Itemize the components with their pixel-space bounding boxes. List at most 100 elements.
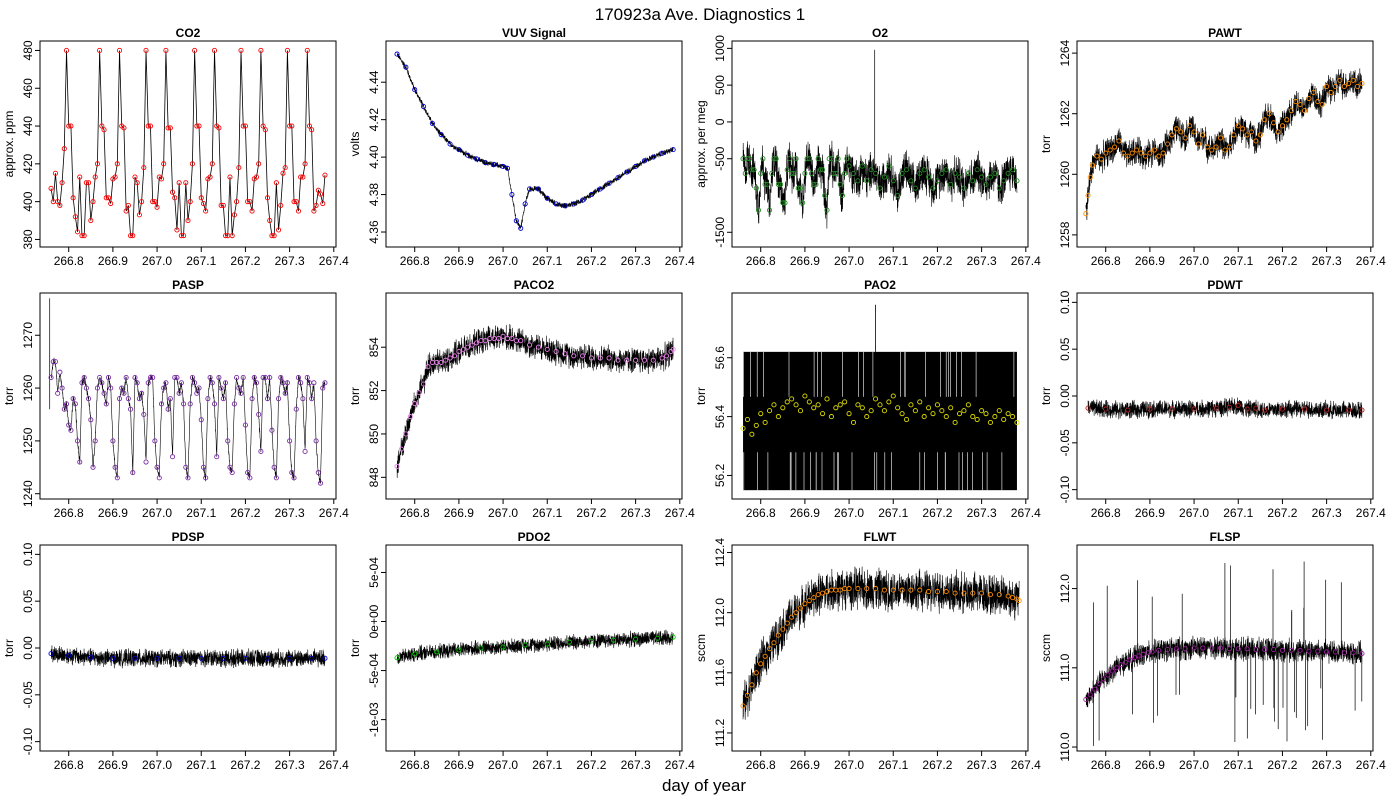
y-tick-label-vuv-signal: 4.44 xyxy=(367,70,381,94)
data-point-paco2 xyxy=(460,346,466,352)
data-point-co2 xyxy=(185,217,191,224)
data-point-pasp xyxy=(242,422,248,428)
data-point-pdo2 xyxy=(588,638,594,644)
data-point-pawt xyxy=(1083,211,1089,217)
data-point-vuv-signal xyxy=(482,160,488,166)
x-tick-label-pdo2: 266.8 xyxy=(400,758,430,772)
data-point-co2 xyxy=(291,199,297,205)
data-point-o2 xyxy=(833,170,839,176)
data-point-pao2 xyxy=(775,414,781,420)
data-point-vuv-signal xyxy=(420,104,427,110)
data-point-vuv-signal xyxy=(456,147,462,153)
data-point-co2 xyxy=(90,199,96,205)
y-tick-label-o2: -500 xyxy=(713,146,727,170)
data-point-pasp xyxy=(317,480,324,486)
data-point-o2 xyxy=(934,178,940,184)
data-point-flwt xyxy=(820,590,826,596)
data-point-o2 xyxy=(811,181,817,188)
data-point-co2 xyxy=(238,47,244,54)
y-axis-label-paco2: torr xyxy=(348,387,362,405)
data-point-pasp xyxy=(260,374,266,381)
data-point-co2 xyxy=(79,233,85,239)
plot-frame-co2 xyxy=(39,40,337,248)
x-tick-label-pawt: 267.2 xyxy=(1267,254,1297,268)
data-point-co2 xyxy=(209,161,215,167)
plot-area-co2 xyxy=(48,47,328,239)
data-point-co2 xyxy=(136,212,142,218)
data-point-pdwt xyxy=(1125,407,1131,413)
data-point-flwt xyxy=(775,632,781,638)
data-point-o2 xyxy=(908,178,914,184)
y-axis-label-pdwt: torr xyxy=(1039,387,1053,405)
data-point-vuv-signal xyxy=(580,197,586,203)
data-point-co2 xyxy=(302,161,308,167)
data-point-co2 xyxy=(165,125,171,131)
plot-frame-pao2 xyxy=(731,292,1029,500)
x-tick-label-pawt: 267.4 xyxy=(1356,254,1386,268)
data-point-o2 xyxy=(842,170,848,176)
data-point-pasp xyxy=(181,401,187,407)
data-point-co2 xyxy=(66,123,72,129)
data-point-pasp xyxy=(152,438,158,444)
data-point-o2 xyxy=(820,167,826,173)
panel-o2: O2 266.8 266.9 267.0 267.1 267.2 267.3 267.4 -15… xyxy=(694,26,1041,268)
plot-frame-vuv-signal xyxy=(385,40,683,248)
data-point-pdwt xyxy=(1235,402,1241,408)
data-point-co2 xyxy=(227,174,233,180)
data-point-flwt xyxy=(846,586,852,592)
data-point-pawt xyxy=(1087,174,1093,180)
data-point-pasp xyxy=(192,380,198,386)
panel-title-co2: CO2 xyxy=(176,26,201,40)
data-point-o2 xyxy=(961,185,967,191)
data-point-co2 xyxy=(63,47,70,54)
x-tick-label-vuv-signal: 266.9 xyxy=(444,254,474,268)
y-axis-label-pdsp: torr xyxy=(2,639,16,657)
x-tick-label-paco2: 267.4 xyxy=(665,506,695,520)
data-point-co2 xyxy=(128,233,134,239)
data-point-flwt xyxy=(815,592,821,598)
x-tick-label-pdo2: 267.0 xyxy=(488,758,518,772)
data-point-pao2 xyxy=(877,402,883,408)
data-point-co2 xyxy=(289,123,295,129)
data-point-flsp xyxy=(1118,662,1124,668)
data-point-flsp xyxy=(1191,645,1197,651)
x-tick-label-pawt: 267.1 xyxy=(1223,254,1253,268)
data-point-co2 xyxy=(114,161,120,167)
data-point-co2 xyxy=(72,214,78,220)
data-point-pao2 xyxy=(797,408,804,414)
data-point-pasp xyxy=(284,380,290,386)
data-point-flsp xyxy=(1109,668,1115,674)
data-point-flwt xyxy=(806,598,812,604)
data-point-pasp xyxy=(143,459,149,465)
data-point-pasp xyxy=(200,464,207,470)
x-tick-label-flsp: 267.4 xyxy=(1356,758,1386,772)
data-point-flwt xyxy=(1005,593,1011,599)
data-point-paco2 xyxy=(615,357,621,363)
y-tick-label-pdwt: 0.00 xyxy=(1058,384,1072,408)
data-point-pao2 xyxy=(846,411,852,417)
data-point-co2 xyxy=(183,180,189,186)
data-point-pdsp xyxy=(242,655,248,661)
data-point-paco2 xyxy=(451,353,458,359)
data-point-pasp xyxy=(227,464,233,470)
data-point-paco2 xyxy=(535,344,541,350)
data-point-flsp xyxy=(1341,650,1347,656)
data-point-flwt xyxy=(961,590,967,596)
data-point-co2 xyxy=(83,180,89,186)
data-point-co2 xyxy=(309,127,315,133)
data-point-co2 xyxy=(125,202,131,208)
data-point-pao2 xyxy=(917,399,923,405)
data-point-pawt xyxy=(1107,147,1113,153)
data-point-o2 xyxy=(855,178,861,184)
data-point-pasp xyxy=(163,380,169,386)
panel-title-vuv-signal: VUV Signal xyxy=(502,26,566,40)
x-tick-label-paco2: 267.2 xyxy=(576,506,606,520)
data-point-pasp xyxy=(169,454,176,460)
data-point-pdwt xyxy=(1244,406,1250,412)
x-tick-label-pdo2: 267.1 xyxy=(532,758,562,772)
data-point-co2 xyxy=(258,47,264,54)
data-point-pasp xyxy=(86,396,92,402)
x-tick-label-vuv-signal: 267.3 xyxy=(621,254,651,268)
y-tick-label-pdo2: 0e+00 xyxy=(367,604,381,638)
x-tick-label-pawt: 267.0 xyxy=(1179,254,1209,268)
